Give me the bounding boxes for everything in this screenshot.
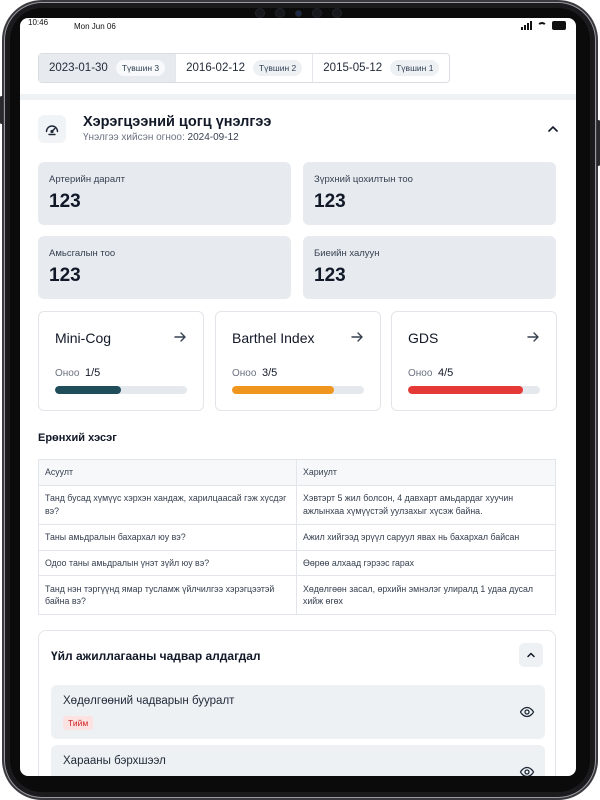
status-time: 10:46 [28, 18, 49, 27]
visit-tab-3[interactable]: 2015-05-12 Түвшин 1 [313, 54, 449, 82]
score-progress-fill [408, 386, 523, 394]
question-cell: Танд нэн тэргүүнд ямар тусламж үйлчилгээ… [38, 575, 297, 616]
question-cell: Одоо таны амьдралын үнэт зүйл юу вэ? [38, 549, 297, 577]
vital-card-respiration: Амьсгалын тоо 123 [38, 236, 291, 299]
table-header-row: Асуулт Хариулт [38, 459, 556, 486]
status-bar: 10:46 Mon Jun 06 [20, 18, 576, 38]
table-row: Одоо таны амьдралын үнэт зүйл юу вэ? Өөр… [38, 549, 556, 577]
answer-cell: Өөрөө алхаад гэрээс гарах [296, 549, 556, 577]
qa-table: Асуулт Хариулт Танд бусад хүмүүс хэрхэн … [38, 459, 556, 616]
vital-card-heart-rate: Зүрхний цохилтын тоо 123 [303, 162, 556, 225]
vital-label: Артерийн даралт [49, 174, 126, 185]
score-value: 1/5 [85, 367, 101, 379]
vital-value: 123 [314, 191, 346, 212]
functional-loss-panel: Үйл ажиллагааны чадвар алдагдал Хөдөлгөө… [38, 630, 556, 776]
panel-title: Үйл ажиллагааны чадвар алдагдал [51, 649, 261, 663]
score-label: Оноо [55, 368, 80, 379]
chevron-up-icon [527, 652, 535, 658]
question-cell: Таны амьдралын бахархал юу вэ? [38, 523, 297, 551]
arrow-right-icon [351, 332, 363, 342]
question-cell: Танд бусад хүмүүс хэрхэн хандаж, харилца… [38, 484, 297, 525]
score-value: 3/5 [262, 367, 278, 379]
section-divider [20, 94, 576, 100]
page-title: Хэрэгцээний цогц үнэлгээ [83, 114, 272, 130]
app-screen: 10:46 Mon Jun 06 2023-01-30 Түвшин 3 201… [20, 18, 576, 776]
vital-value: 123 [49, 191, 81, 212]
score-name: GDS [408, 330, 439, 346]
vital-label: Биеийн халуун [314, 248, 380, 259]
score-progress-fill [55, 386, 121, 394]
panel-collapse-button[interactable] [519, 643, 543, 667]
visit-tab-2[interactable]: 2016-02-12 Түвшин 2 [176, 54, 314, 82]
table-row: Танд бусад хүмүүс хэрхэн хандаж, харилца… [38, 484, 556, 525]
answer-cell: Хэвтэрт 5 жил болсон, 4 давхарт амьдарда… [296, 484, 556, 525]
score-name: Barthel Index [232, 330, 315, 346]
level-badge: Түвшин 1 [390, 60, 440, 76]
camera-array [256, 9, 341, 17]
score-card-mini-cog[interactable]: Mini-Cog Оноо 1/5 [38, 311, 204, 411]
score-progress-bar [55, 386, 187, 394]
section-title-general: Ерөнхий хэсэг [38, 432, 117, 444]
vital-value: 123 [314, 265, 346, 286]
score-card-barthel[interactable]: Barthel Index Оноо 3/5 [215, 311, 381, 411]
wifi-icon [537, 22, 547, 30]
vital-card-temperature: Биеийн халуун 123 [303, 236, 556, 299]
power-button [597, 120, 600, 166]
vital-value: 123 [49, 265, 81, 286]
visit-date: 2015-05-12 [323, 62, 383, 74]
list-item[interactable]: Хөдөлгөөний чадварын бууралт Тийм [51, 685, 545, 739]
eye-icon[interactable] [519, 764, 535, 776]
visit-tabs: 2023-01-30 Түвшин 3 2016-02-12 Түвшин 2 … [38, 53, 451, 83]
column-header-question: Асуулт [38, 459, 297, 486]
volume-button [0, 96, 3, 124]
table-row: Танд нэн тэргүүнд ямар тусламж үйлчилгээ… [38, 575, 556, 616]
status-date: Mon Jun 06 [74, 22, 116, 31]
score-label: Оноо [232, 368, 257, 379]
assessment-date: Үнэлгээ хийсэн огноо: 2024-09-12 [83, 132, 239, 143]
visit-date: 2016-02-12 [186, 62, 245, 74]
vital-label: Зүрхний цохилтын тоо [314, 174, 413, 185]
vital-card-blood-pressure: Артерийн даралт 123 [38, 162, 291, 225]
arrow-right-icon [174, 332, 186, 342]
status-badge: Тийм [63, 716, 94, 730]
battery-icon [552, 21, 566, 30]
eye-icon[interactable] [519, 704, 535, 720]
score-progress-bar [408, 386, 540, 394]
score-card-gds[interactable]: GDS Оноо 4/5 [391, 311, 557, 411]
gauge-icon [38, 115, 66, 143]
item-name: Харааны бэрхшээл [63, 755, 166, 767]
visit-tab-1[interactable]: 2023-01-30 Түвшин 3 [39, 54, 177, 82]
table-row: Таны амьдралын бахархал юу вэ? Ажил хийг… [38, 523, 556, 551]
assessment-date-value: 2024-09-12 [187, 132, 239, 143]
chevron-up-icon [548, 126, 558, 132]
level-badge: Түвшин 2 [252, 60, 303, 76]
item-name: Хөдөлгөөний чадварын бууралт [63, 695, 235, 707]
visit-date: 2023-01-30 [49, 62, 108, 74]
column-header-answer: Хариулт [296, 459, 556, 486]
score-value: 4/5 [438, 367, 454, 379]
signal-icon [521, 21, 532, 30]
score-progress-bar [232, 386, 364, 394]
score-label: Оноо [408, 368, 433, 379]
answer-cell: Ажил хийгээд эрүүл саруул явах нь бахарх… [296, 523, 556, 551]
score-name: Mini-Cog [55, 330, 112, 346]
assessment-date-label: Үнэлгээ хийсэн огноо: [83, 132, 185, 143]
collapse-button[interactable] [542, 118, 564, 140]
score-progress-fill [232, 386, 334, 394]
vital-label: Амьсгалын тоо [49, 248, 116, 259]
answer-cell: Хөдөлгөөн засал, өрхийн эмнэлэг улиралд … [296, 575, 556, 616]
arrow-right-icon [527, 332, 539, 342]
level-badge: Түвшин 3 [115, 60, 166, 76]
list-item[interactable]: Харааны бэрхшээл [51, 745, 545, 776]
